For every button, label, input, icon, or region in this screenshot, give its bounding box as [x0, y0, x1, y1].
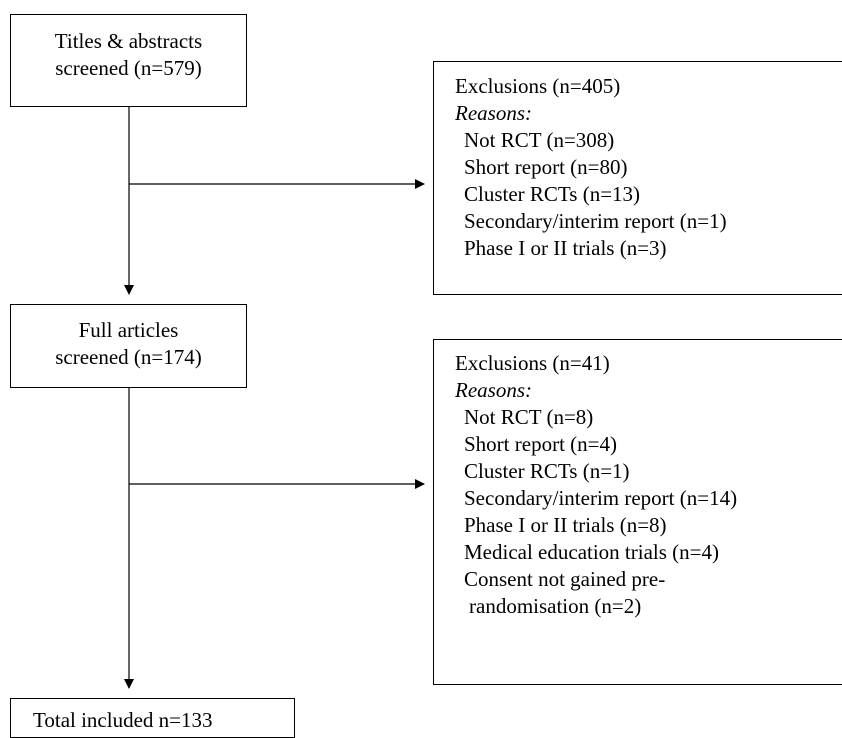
total-included-label: Total included n=133 [33, 708, 213, 732]
exclusions-2-reason: Secondary/interim report (n=14) [464, 486, 738, 510]
exclusions-1-reason: Short report (n=80) [464, 155, 628, 179]
screened-line-1: Titles & abstracts [54, 29, 203, 53]
box-titles-abstracts-screened: Titles & abstracts screened (n=579) [10, 14, 247, 107]
exclusions-1-reason: Not RCT (n=308) [464, 128, 615, 152]
exclusions-2-reason: Not RCT (n=8) [464, 405, 594, 429]
exclusions-1-reason: Secondary/interim report (n=1) [464, 209, 727, 233]
exclusions-1-title: Exclusions (n=405) [455, 74, 621, 98]
exclusions-1-reasons-label: Reasons: [455, 101, 532, 125]
full-articles-line-1: Full articles [78, 318, 179, 342]
screened-line-2: screened (n=579) [55, 56, 202, 80]
box-full-articles-screened: Full articles screened (n=174) [10, 304, 247, 388]
exclusions-2-reason: randomisation (n=2) [469, 594, 642, 618]
exclusions-1-reason: Cluster RCTs (n=13) [464, 182, 641, 206]
exclusions-2-reason: Short report (n=4) [464, 432, 617, 456]
exclusions-2-title: Exclusions (n=41) [455, 351, 610, 375]
box-exclusions-second: Exclusions (n=41) Reasons: Not RCT (n=8)… [433, 339, 842, 685]
box-total-included: Total included n=133 [10, 698, 295, 738]
box-exclusions-first: Exclusions (n=405) Reasons: Not RCT (n=3… [433, 61, 842, 295]
exclusions-2-reason: Medical education trials (n=4) [464, 540, 720, 564]
exclusions-2-reason: Phase I or II trials (n=8) [464, 513, 667, 537]
exclusions-2-reason: Cluster RCTs (n=1) [464, 459, 630, 483]
full-articles-line-2: screened (n=174) [55, 345, 202, 369]
exclusions-2-reasons-label: Reasons: [455, 378, 532, 402]
exclusions-1-reason: Phase I or II trials (n=3) [464, 236, 667, 260]
exclusions-2-reason: Consent not gained pre- [464, 567, 666, 591]
